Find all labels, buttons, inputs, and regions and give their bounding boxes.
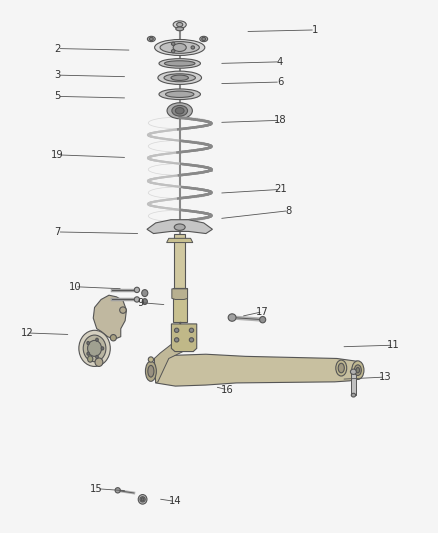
Ellipse shape xyxy=(87,352,89,356)
Ellipse shape xyxy=(160,42,199,53)
Ellipse shape xyxy=(174,338,179,342)
Text: 6: 6 xyxy=(277,77,283,87)
Ellipse shape xyxy=(228,314,236,321)
Ellipse shape xyxy=(164,74,195,82)
Text: 10: 10 xyxy=(69,282,81,292)
Ellipse shape xyxy=(202,37,206,41)
Ellipse shape xyxy=(200,36,208,42)
Text: 5: 5 xyxy=(54,91,60,101)
Text: 21: 21 xyxy=(274,184,286,195)
Ellipse shape xyxy=(171,50,175,53)
Ellipse shape xyxy=(88,356,93,362)
Text: 4: 4 xyxy=(277,57,283,67)
Polygon shape xyxy=(351,372,356,395)
Ellipse shape xyxy=(158,71,201,84)
Ellipse shape xyxy=(134,297,140,302)
Ellipse shape xyxy=(95,356,98,359)
Ellipse shape xyxy=(351,393,356,397)
Text: 2: 2 xyxy=(54,44,60,53)
Text: 13: 13 xyxy=(378,372,391,382)
Ellipse shape xyxy=(176,27,184,31)
Polygon shape xyxy=(154,338,193,383)
Ellipse shape xyxy=(120,307,126,313)
Ellipse shape xyxy=(172,106,187,116)
Ellipse shape xyxy=(189,338,194,342)
Polygon shape xyxy=(173,288,187,322)
Text: 18: 18 xyxy=(274,115,286,125)
Ellipse shape xyxy=(171,42,175,45)
Ellipse shape xyxy=(189,328,194,333)
Ellipse shape xyxy=(155,39,205,55)
Text: 8: 8 xyxy=(286,206,292,216)
Ellipse shape xyxy=(338,364,344,373)
Ellipse shape xyxy=(134,287,140,293)
Ellipse shape xyxy=(164,61,195,66)
Ellipse shape xyxy=(79,330,110,367)
Ellipse shape xyxy=(159,89,201,100)
Ellipse shape xyxy=(87,342,89,345)
Text: 12: 12 xyxy=(21,328,33,338)
Ellipse shape xyxy=(142,298,148,304)
Ellipse shape xyxy=(173,44,186,52)
Ellipse shape xyxy=(101,347,104,350)
Ellipse shape xyxy=(95,358,103,367)
Ellipse shape xyxy=(140,497,145,502)
Text: 17: 17 xyxy=(256,306,269,317)
Ellipse shape xyxy=(159,59,201,68)
Text: 1: 1 xyxy=(312,25,318,35)
Ellipse shape xyxy=(148,36,155,42)
Text: 16: 16 xyxy=(221,385,234,395)
Text: 7: 7 xyxy=(54,227,60,237)
Text: 14: 14 xyxy=(169,496,182,506)
Polygon shape xyxy=(166,238,193,243)
Text: 15: 15 xyxy=(90,484,103,494)
Ellipse shape xyxy=(171,75,188,80)
Ellipse shape xyxy=(145,361,156,381)
Ellipse shape xyxy=(336,360,347,376)
Ellipse shape xyxy=(141,498,144,501)
Ellipse shape xyxy=(138,495,147,504)
Text: 19: 19 xyxy=(51,150,64,160)
Ellipse shape xyxy=(191,46,194,49)
Ellipse shape xyxy=(354,365,361,375)
Polygon shape xyxy=(172,289,187,300)
Ellipse shape xyxy=(115,488,120,493)
Ellipse shape xyxy=(260,317,266,323)
Ellipse shape xyxy=(148,366,154,377)
Ellipse shape xyxy=(352,361,364,379)
Ellipse shape xyxy=(149,37,153,41)
Ellipse shape xyxy=(110,335,117,341)
Ellipse shape xyxy=(166,91,194,98)
Polygon shape xyxy=(147,220,212,233)
Polygon shape xyxy=(171,324,197,352)
Polygon shape xyxy=(93,295,127,340)
Ellipse shape xyxy=(88,341,102,357)
Ellipse shape xyxy=(356,368,360,373)
Ellipse shape xyxy=(173,21,186,28)
Polygon shape xyxy=(154,354,360,386)
Ellipse shape xyxy=(350,369,357,374)
Text: 9: 9 xyxy=(137,297,144,308)
Ellipse shape xyxy=(83,335,106,362)
Ellipse shape xyxy=(177,22,183,27)
Ellipse shape xyxy=(167,103,192,119)
Text: 11: 11 xyxy=(387,340,400,350)
Ellipse shape xyxy=(174,328,179,333)
Ellipse shape xyxy=(95,338,98,341)
Text: 3: 3 xyxy=(54,70,60,80)
Ellipse shape xyxy=(175,108,184,114)
Ellipse shape xyxy=(142,289,148,296)
Ellipse shape xyxy=(148,357,153,362)
Polygon shape xyxy=(174,233,185,288)
Ellipse shape xyxy=(174,224,185,230)
